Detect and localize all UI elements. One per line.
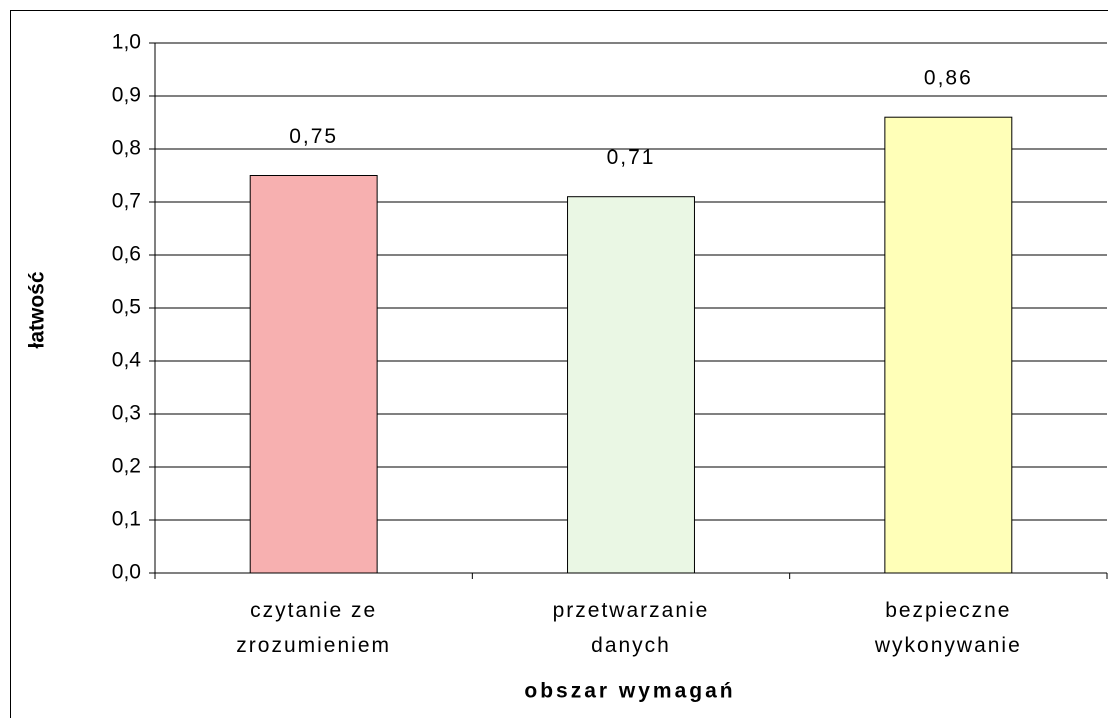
y-tick-label: 0,8 — [112, 137, 141, 160]
x-tick-label: bezpieczne wykonywanie — [874, 599, 1022, 657]
bar — [567, 196, 695, 574]
y-tick-label: 0,5 — [112, 296, 141, 319]
bar — [249, 175, 378, 574]
y-tick-label: 0,3 — [112, 402, 141, 425]
y-tick-label: 0,9 — [112, 84, 141, 107]
y-axis-title: łatwość — [26, 271, 49, 348]
y-tick-label: 0,2 — [112, 455, 141, 478]
x-axis-title: obszar wymagań — [524, 680, 735, 703]
x-tick-label: przetwarzanie danych — [552, 599, 710, 657]
x-tick-label: czytanie ze zrozumieniem — [236, 599, 392, 657]
y-tick-label: 0,0 — [112, 561, 141, 584]
y-tick-label: 0,7 — [112, 190, 141, 213]
y-tick-label: 0,4 — [112, 349, 142, 372]
y-tick-label: 1,0 — [112, 31, 141, 54]
value-label: 0,71 — [607, 146, 656, 169]
value-label: 0,86 — [924, 67, 973, 90]
y-tick-label: 0,1 — [112, 508, 141, 531]
y-tick-label: 0,6 — [112, 243, 141, 266]
value-label: 0,75 — [289, 125, 338, 148]
bar — [884, 116, 1013, 574]
